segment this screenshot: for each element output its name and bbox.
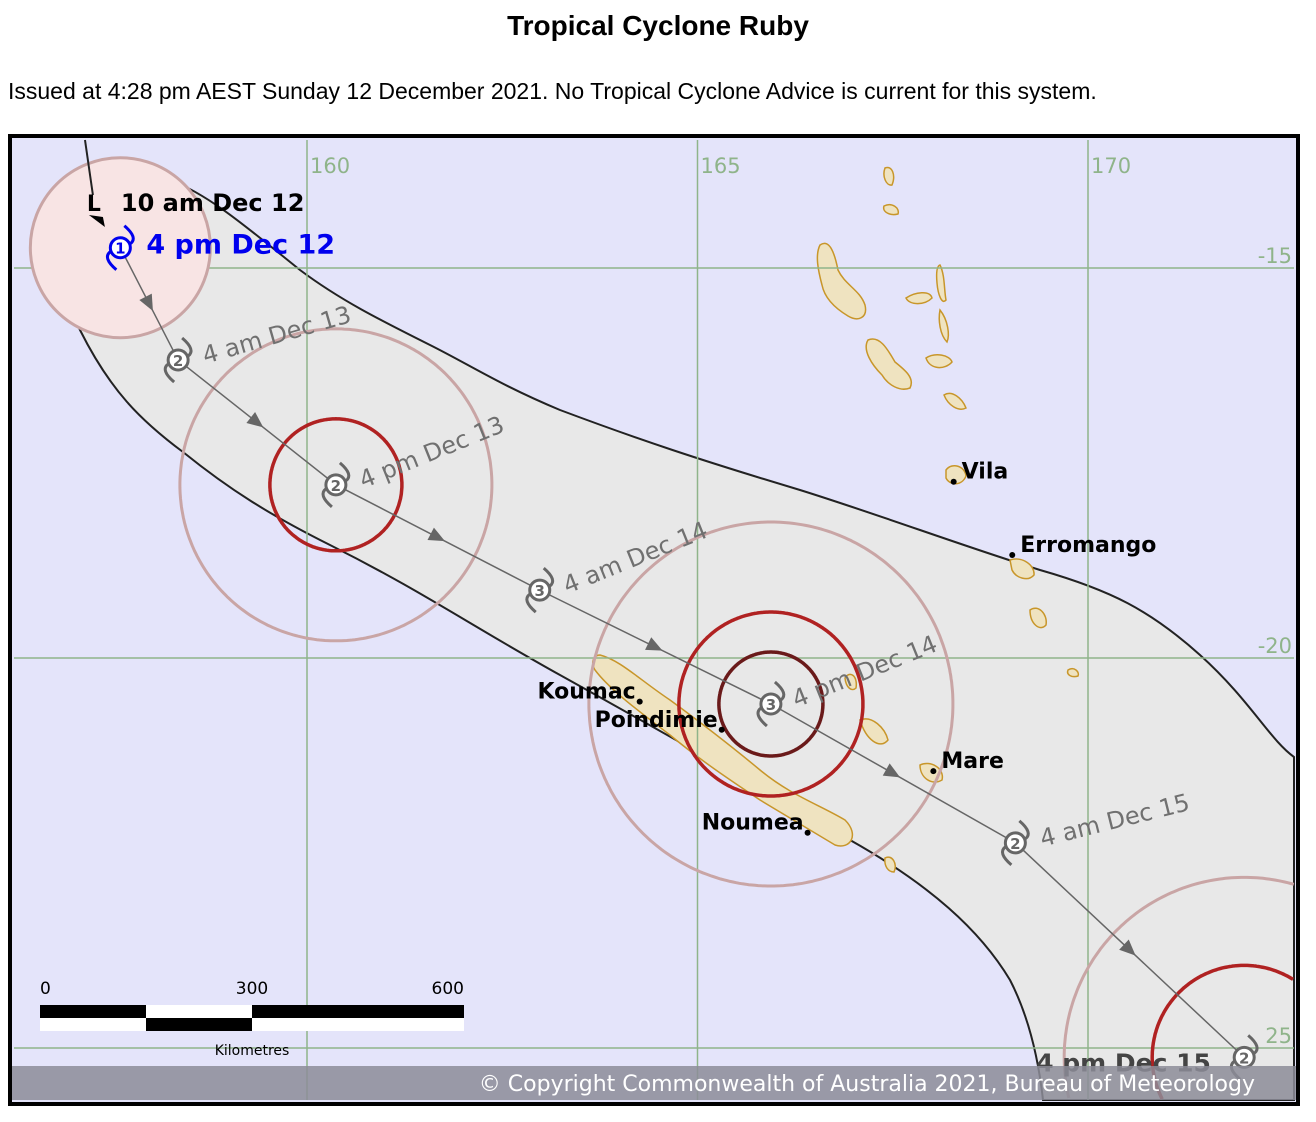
island-ambrym (925, 354, 953, 369)
latitude-label: 25 (1265, 1024, 1292, 1048)
uncertainty-cone (48, 166, 1295, 1101)
island-ambae (905, 292, 933, 305)
island-epi (943, 392, 967, 410)
place-dot (1009, 552, 1016, 559)
cyclone-arm (773, 680, 786, 702)
issue-notice: Issued at 4:28 pm AEST Sunday 12 Decembe… (8, 78, 1097, 104)
place-label: Vila (962, 460, 1009, 485)
map-canvas: 160 165 170 -15 -20 25 L 10 am Dec 12 1 4 pm Dec… (12, 139, 1296, 1101)
past-motion-arrow (88, 214, 105, 227)
island-tanna (1029, 607, 1047, 629)
island-banks (882, 203, 900, 216)
track-direction-arrow (882, 763, 901, 778)
category-number: 3 (766, 696, 776, 714)
place-label: Mare (941, 749, 1004, 774)
copyright-text: © Copyright Commonwealth of Australia 20… (479, 1072, 1255, 1097)
scale-tick-600: 600 (432, 979, 464, 999)
cyclone-arm (123, 224, 135, 245)
track-direction-arrow (246, 411, 264, 428)
cyclone-category-icon: 3 (525, 567, 555, 614)
cyclone-arm (181, 336, 193, 358)
place-label: Noumea (702, 811, 804, 836)
scale-tick-300: 300 (236, 979, 268, 999)
island-malekula (865, 338, 912, 390)
category-number: 1 (115, 240, 125, 258)
track-direction-arrow (645, 637, 663, 651)
island-isle-of-pines (884, 856, 897, 873)
category-number: 2 (1239, 1049, 1249, 1067)
gale-radius-circle (178, 327, 494, 643)
cyclone-category-icon: 2 (163, 336, 193, 384)
cyclone-category-icon: 3 (756, 680, 786, 728)
cyclone-arm (321, 487, 333, 508)
cyclone-arm (1018, 819, 1030, 841)
island-lifou (859, 718, 889, 745)
island-efate (945, 465, 967, 485)
track-direction-arrow (427, 527, 445, 542)
low-symbol: L (87, 192, 101, 217)
place-label: Poindimie (595, 708, 718, 733)
place-dot (950, 478, 957, 485)
cyclone-arm (105, 250, 118, 271)
track-direction-arrow (139, 293, 153, 311)
track-direction-arrow (1119, 939, 1136, 956)
category-number: 2 (1010, 835, 1020, 853)
longitude-label: 165 (701, 154, 741, 178)
past-position-label: 10 am Dec 12 (121, 189, 305, 217)
place-dot (636, 698, 643, 705)
island-pentecost (935, 264, 947, 302)
category-number: 3 (535, 582, 545, 600)
place-label: Koumac (537, 680, 635, 705)
cyclone-arm (163, 362, 176, 384)
cyclone-arm (525, 592, 537, 614)
place-dot (804, 829, 811, 836)
longitude-label: 170 (1091, 154, 1131, 178)
island-maewo (938, 308, 950, 344)
forecast-time-label: 4 pm Dec 12 (146, 230, 335, 261)
place-markers: Vila Erromango Koumac Poindimie Mare Noumea (537, 460, 1156, 836)
cyclone-arm (1247, 1034, 1259, 1055)
cyclone-arm (756, 706, 768, 728)
cyclone-arm (1000, 845, 1013, 866)
place-dot (930, 768, 937, 775)
storm-radius-circle (677, 610, 865, 798)
island-torres (883, 166, 895, 186)
category-number: 2 (173, 352, 183, 370)
island-aneityum (1066, 667, 1080, 678)
scale-segment (146, 1018, 252, 1031)
coordinate-grid: 160 165 170 -15 -20 25 (14, 140, 1294, 1100)
place-dot (718, 726, 725, 733)
cyclone-category-icon: 2 (321, 461, 351, 508)
past-track-line (84, 139, 94, 196)
island-new-caledonia (592, 654, 854, 847)
cyclone-category-icon: 1 (105, 224, 135, 271)
hurricane-radius-circle (717, 650, 825, 758)
scale-segment (252, 1005, 464, 1018)
latitude-label: -15 (1258, 244, 1292, 268)
cyclone-arm (338, 461, 351, 483)
place-label: Erromango (1020, 533, 1156, 558)
gale-radius-circle (1062, 875, 1295, 1099)
latitude-label: -20 (1258, 634, 1292, 658)
cyclone-track-map: 160 165 170 -15 -20 25 L 10 am Dec 12 1 4 pm Dec… (8, 134, 1300, 1106)
storm-radius-circle (268, 417, 404, 553)
cyclone-arm (542, 567, 555, 588)
category-number: 2 (331, 477, 341, 495)
scale-segment (40, 1005, 146, 1018)
longitude-label: 160 (310, 154, 350, 178)
copyright-band (12, 1066, 1296, 1100)
scale-bar: 0 300 600 Kilometres (40, 979, 464, 1059)
island-erromango (1009, 558, 1035, 580)
storm-radius-circle (1150, 963, 1294, 1100)
page-title: Tropical Cyclone Ruby (507, 10, 809, 41)
cyclone-category-icon: 2 (1000, 819, 1030, 866)
scale-tick-0: 0 (40, 979, 51, 999)
island-ouvea (844, 673, 858, 691)
scale-unit: Kilometres (215, 1043, 290, 1059)
gale-radius-circle (587, 520, 955, 888)
island-espiritu-santo (816, 242, 867, 320)
